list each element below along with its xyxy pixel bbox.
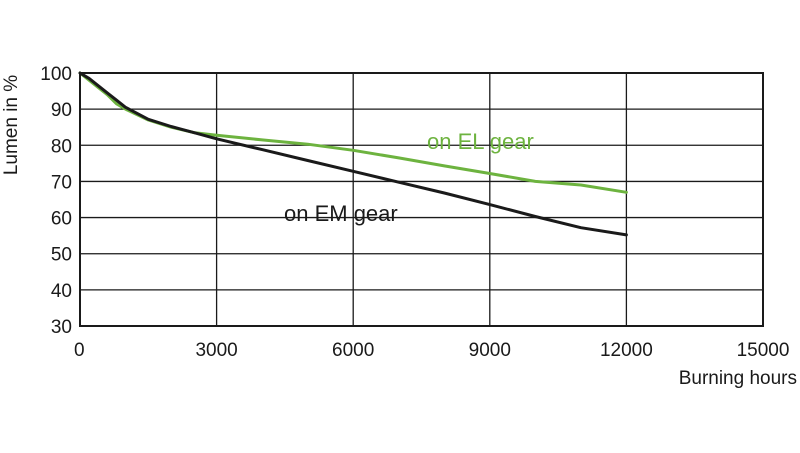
grid [79, 72, 764, 327]
x-tick-label: 12000 [600, 340, 653, 361]
series-line-em-gear [78, 71, 628, 237]
series-lines [78, 71, 628, 237]
y-axis-title: Lumen in % [1, 75, 22, 175]
x-axis-title: Burning hours [679, 368, 797, 389]
y-tick-label: 50 [51, 245, 72, 266]
x-tick-label: 9000 [469, 340, 511, 361]
y-tick-label: 100 [40, 64, 72, 85]
y-tick-label: 80 [51, 136, 72, 157]
x-tick-label: 15000 [737, 340, 790, 361]
series-label-el-gear: on EL gear [427, 129, 534, 154]
x-tick-label: 3000 [195, 340, 237, 361]
y-tick-label: 30 [51, 317, 72, 338]
y-tick-label: 60 [51, 209, 72, 230]
series-label-em-gear: on EM gear [284, 201, 398, 226]
y-tick-label: 70 [51, 172, 72, 193]
x-tick-label: 6000 [332, 340, 374, 361]
y-tick-label: 40 [51, 281, 72, 302]
x-tick-label: 0 [74, 340, 85, 361]
plot-frame [79, 72, 764, 327]
y-tick-label: 90 [51, 100, 72, 121]
tick-labels: 30 40 50 60 70 80 90 100 0 3000 6000 9000 12000 15000 [40, 64, 789, 361]
